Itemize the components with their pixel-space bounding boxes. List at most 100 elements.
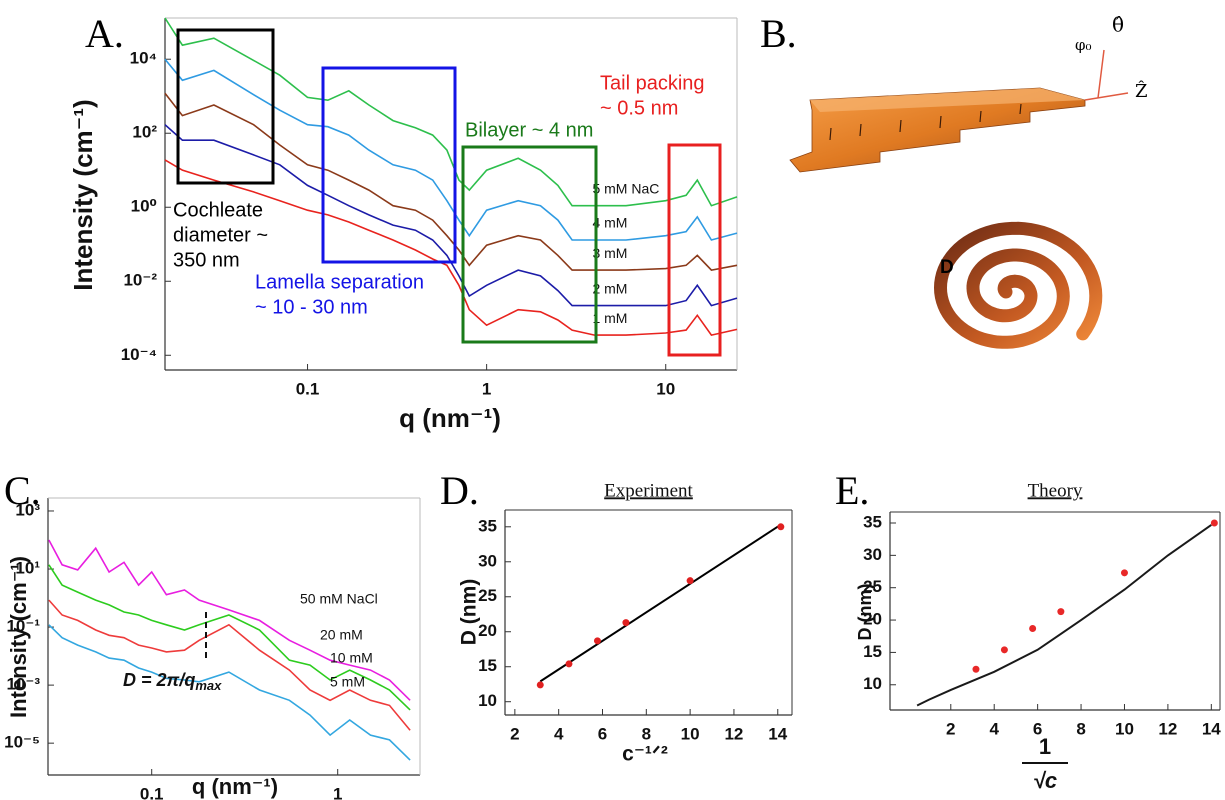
y-tick-label: 10⁻² [123,271,157,290]
data-point [1057,608,1065,616]
series-label: 2 mM [592,280,627,296]
panel-label: D. [440,468,479,513]
phi-label: φ₀ [1075,36,1092,54]
y-tick-label: 20 [863,610,882,629]
panel-label: B. [760,11,797,56]
ribbon-arrows [829,103,1022,141]
chart-title: Experiment [604,480,693,501]
series-label: 3 mM [592,245,627,261]
series-label: 10 mM [330,650,373,666]
x-tick-label: 2 [510,724,519,743]
series-line [48,599,411,731]
annotation-text: Cochleate [173,199,263,221]
annotation-text: Tail packing [600,72,705,94]
series-line [48,564,411,711]
y-tick-label: 25 [863,577,882,596]
y-tick-label: 10 [478,691,497,710]
x-axis-label: q (nm⁻¹) [192,774,278,799]
series-line [164,124,738,307]
series-line [48,539,411,701]
z-axis-arrow [1084,92,1129,101]
x-tick-label: 4 [554,724,564,743]
y-tick-label: 35 [478,516,497,535]
series-line [164,159,738,336]
annotation-text: Lamella separation [255,271,424,293]
x-tick-label: 10 [656,379,675,398]
y-tick-label: 15 [863,642,882,661]
x-tick-label: 8 [1076,719,1085,738]
x-tick-label: 10 [681,724,700,743]
y-tick-label: 30 [478,551,497,570]
series-line [164,92,738,271]
x-tick-label: 14 [768,724,787,743]
data-point [593,637,601,645]
y-tick-label: 10⁻³ [6,675,40,694]
series-line [164,58,738,241]
x-tick-label: 14 [1202,719,1221,738]
spiral [933,221,1103,349]
series-label: 4 mM [592,215,627,231]
ribbon-top [810,88,1085,112]
panel-label: A. [85,11,124,56]
y-tick-label: 35 [863,512,882,531]
y-tick-label: 10⁻⁴ [121,345,157,364]
y-tick-label: 30 [863,545,882,564]
x-axis-label: q (nm⁻¹) [399,403,501,433]
series-line [48,624,411,761]
x-tick-label: 2 [946,719,955,738]
data-point [622,619,630,627]
x-tick-label: 12 [1158,719,1177,738]
annotation-box [321,66,457,264]
data-point [1120,569,1128,577]
y-axis-label: D (nm) [458,579,481,646]
y-tick-label: 10¹ [15,559,40,578]
annotation-text: Bilayer ~ 4 nm [465,119,593,141]
series-label: 5 mM [330,674,365,690]
data-point [777,523,785,531]
annotation-box [176,28,275,185]
series-label: 50 mM NaCl [300,591,378,607]
x-axis-label-denominator: √c [1033,768,1057,793]
annotation-text: diameter ~ [173,224,268,246]
data-point [536,681,544,689]
data-point [972,665,980,673]
data-point [1029,624,1037,632]
series-label: 1 mM [592,310,627,326]
chart-title: Theory [1028,480,1083,501]
annotation-text: ~ 10 - 30 nm [255,296,368,318]
x-tick-label: 0.1 [140,784,164,800]
x-tick-label: 1 [333,784,342,800]
y-tick-label: 10² [132,123,157,142]
x-tick-label: 6 [1033,719,1042,738]
fit-line [539,523,782,683]
x-axis-label-numerator: 1 [1039,734,1051,759]
fit-line [916,524,1212,707]
y-tick-label: 10 [863,674,882,693]
series-label: 20 mM [320,627,363,643]
x-tick-label: 1 [482,379,491,398]
y-tick-label: 10⁰ [131,197,157,216]
series-line [164,17,738,207]
panel-label: E. [835,468,869,513]
y-axis-label: Intensity (cm⁻¹) [68,99,98,290]
x-tick-label: 12 [724,724,743,743]
y-tick-label: 15 [478,656,497,675]
spiral-label: D [940,257,954,278]
y-tick-label: 10³ [15,500,40,519]
theta-label: θ̂ [1112,13,1124,37]
data-point [686,577,694,585]
x-tick-label: 8 [642,724,651,743]
x-tick-label: 4 [989,719,999,738]
data-point [1000,646,1008,654]
data-point [1210,519,1218,527]
data-point [565,660,573,668]
annotation-sub: max [195,678,222,693]
theta-arrow [1097,49,1105,99]
x-axis-label: c⁻¹ᐟ² [622,743,668,766]
annotation-text: ~ 0.5 nm [600,97,678,119]
series-label: 5 mM NaC [592,180,659,196]
y-axis-label: Intensity (cm⁻¹) [6,556,31,718]
annotation-box [461,145,598,344]
annotation-text: D = 2π/qmax [123,670,222,694]
